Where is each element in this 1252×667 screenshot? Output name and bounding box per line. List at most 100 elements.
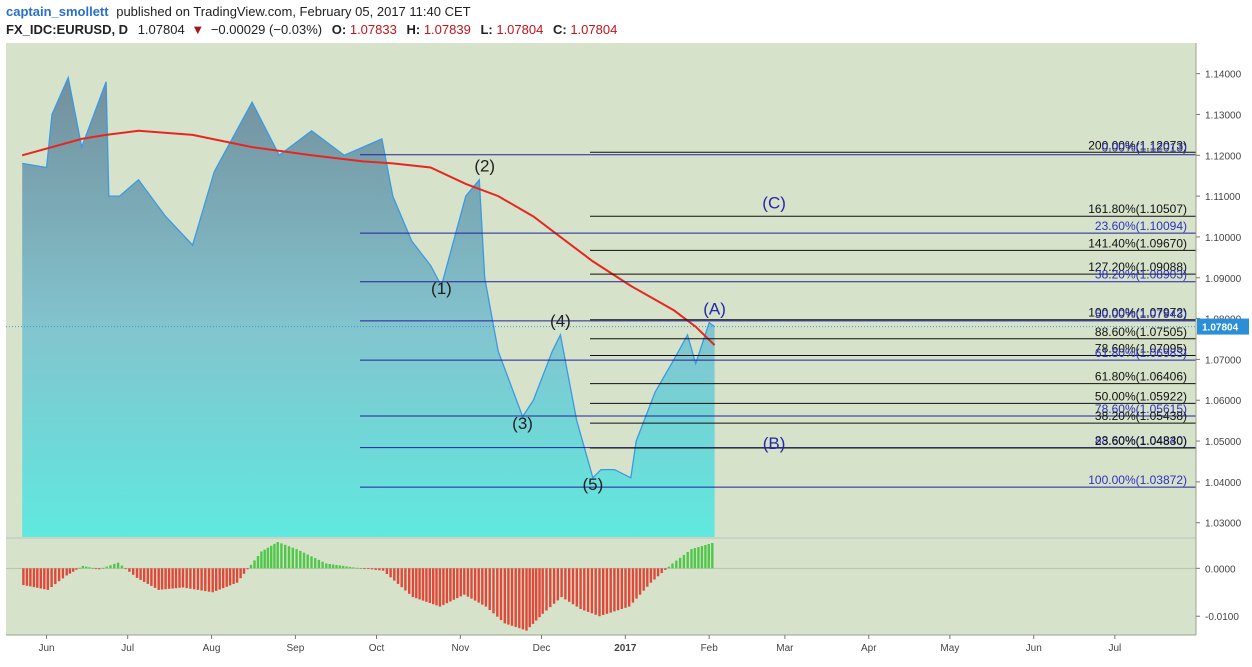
osc-tick-label: 0.0000 <box>1205 564 1236 575</box>
histogram-bar <box>120 565 124 569</box>
histogram-bar <box>109 565 112 569</box>
histogram-bar <box>352 567 355 569</box>
histogram-bar <box>549 568 552 608</box>
histogram-bar <box>299 550 302 569</box>
histogram-bar <box>690 549 693 569</box>
histogram-bar <box>185 568 188 589</box>
histogram-bar <box>207 568 211 592</box>
histogram-bar <box>671 563 674 569</box>
histogram-bar <box>378 568 381 571</box>
histogram-bar <box>367 568 370 570</box>
histogram-bar <box>707 544 710 569</box>
time-tick-label: Jun <box>1026 643 1042 654</box>
wave-label: (B) <box>763 434 786 453</box>
histogram-bar <box>389 568 392 578</box>
histogram-bar <box>552 568 556 604</box>
close-label: C: <box>553 22 567 37</box>
histogram-bar <box>418 568 421 600</box>
wave-label: (C) <box>762 193 786 212</box>
histogram-bar <box>43 568 46 590</box>
histogram-bar <box>29 568 32 587</box>
histogram-bar <box>124 568 127 570</box>
histogram-bar <box>385 568 389 574</box>
histogram-bar <box>586 568 590 612</box>
histogram-bar <box>222 568 225 589</box>
histogram-bar <box>381 568 385 571</box>
histogram-bar <box>579 568 582 609</box>
histogram-bar <box>432 568 435 605</box>
price-tick-label: 1.09000 <box>1205 274 1242 285</box>
histogram-bar <box>653 568 656 580</box>
histogram-bar <box>338 565 342 569</box>
moving-average <box>21 129 716 346</box>
fib-level-label: 141.40%(1.09670) <box>1088 236 1187 250</box>
histogram-bar <box>359 568 362 569</box>
histogram-bar <box>393 568 396 581</box>
oscillator-histogram <box>6 542 1196 631</box>
fib-level-label: 100.00%(1.03872) <box>1088 473 1187 487</box>
last-price-tag: 1.07804 <box>1197 318 1249 335</box>
histogram-bar <box>609 568 612 613</box>
low-label: L: <box>480 22 492 37</box>
histogram-bar <box>400 568 403 588</box>
histogram-bar <box>68 568 72 574</box>
last-price: 1.07804 <box>138 22 185 37</box>
histogram-bar <box>239 568 242 579</box>
time-tick-label: Dec <box>533 643 551 654</box>
histogram-bar <box>514 568 517 627</box>
histogram-bar <box>411 568 415 598</box>
histogram-bar <box>456 568 459 599</box>
histogram-bar <box>538 568 541 618</box>
histogram-bar <box>620 568 623 609</box>
histogram-bar <box>135 568 139 578</box>
price-tick-label: 1.06000 <box>1205 396 1242 407</box>
histogram-bar <box>266 547 270 569</box>
fib-level-label: 161.80%(1.10507) <box>1088 202 1187 216</box>
histogram-bar <box>575 568 578 607</box>
oscillator-pane-background <box>6 539 1196 635</box>
price-tick-label: 1.03000 <box>1205 519 1242 530</box>
histogram-bar <box>280 543 283 569</box>
histogram-bar <box>598 568 601 617</box>
histogram-bar <box>61 568 65 579</box>
histogram-bar <box>421 568 425 601</box>
histogram-bar <box>571 568 575 605</box>
price-area <box>6 75 1196 537</box>
histogram-bar <box>178 568 181 588</box>
histogram-bar <box>631 568 635 603</box>
histogram-bar <box>218 568 221 590</box>
histogram-bar <box>531 568 535 624</box>
histogram-bar <box>39 568 42 589</box>
histogram-bar <box>256 556 260 569</box>
histogram-bar <box>88 567 91 569</box>
histogram-bar <box>473 568 477 601</box>
histogram-bar <box>335 565 338 569</box>
histogram-bar <box>510 568 514 626</box>
price-tick-label: 1.11000 <box>1205 192 1241 203</box>
histogram-bar <box>291 547 294 569</box>
histogram-bar <box>521 568 525 630</box>
price-tick-label: 1.04000 <box>1205 478 1242 489</box>
histogram-bar <box>656 568 660 577</box>
histogram-bar <box>132 568 135 575</box>
fib-level-label: 61.80%(1.06406) <box>1095 370 1187 384</box>
histogram-bar <box>660 568 663 574</box>
wave-label: (3) <box>512 414 533 433</box>
ma-line <box>21 129 716 346</box>
histogram-bar <box>477 568 480 603</box>
histogram-bar <box>342 565 345 569</box>
histogram-bar <box>54 568 57 585</box>
author-link[interactable]: captain_smollett <box>6 4 109 19</box>
histogram-bar <box>310 556 313 569</box>
histogram-bar <box>302 552 306 569</box>
fibonacci-levels: 200.00%(1.12073)0.00%(1.12013) 161.80%(1.… <box>360 138 1196 488</box>
histogram-bar <box>686 552 689 569</box>
change-value: −0.00029 (−0.03%) <box>211 22 322 37</box>
fib-level-label: 200.00%(1.12073) <box>1088 138 1187 152</box>
histogram-bar <box>463 568 466 595</box>
histogram-bar <box>113 563 116 569</box>
histogram-bar <box>564 568 567 600</box>
price-tick-label: 1.13000 <box>1205 110 1242 121</box>
histogram-bar <box>164 568 167 590</box>
histogram-bar <box>36 568 39 588</box>
